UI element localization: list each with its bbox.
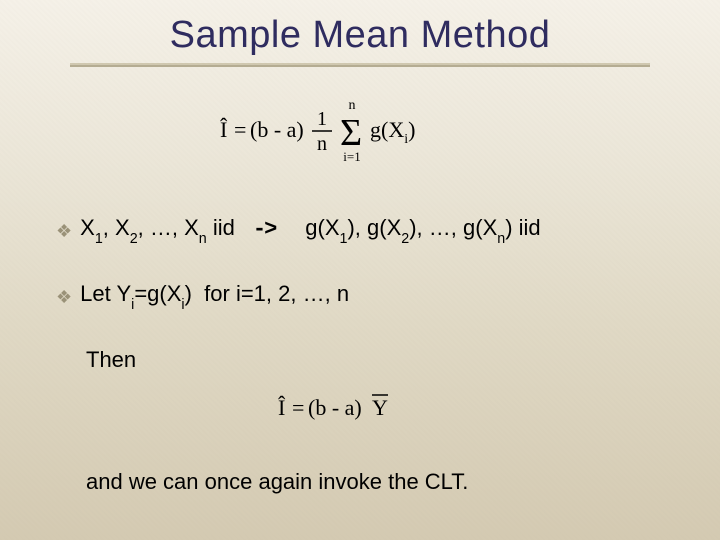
arrow-implies: -> — [253, 217, 275, 242]
diamond-bullet-icon: ❖ — [56, 287, 72, 308]
conclusion-text: and we can once again invoke the CLT. — [86, 469, 468, 495]
equation-estimator: Î = (b - a) 1 n n Σ i=1 — [220, 95, 500, 165]
eq2-ybar: Y — [372, 395, 388, 420]
bullet1-text: X1, X2, …, Xn iid->g(X1), g(X2), …, g(Xn… — [80, 215, 541, 244]
eq1-frac-den: n — [317, 133, 327, 155]
eq1-lhs: Î — [220, 117, 228, 142]
title-underline — [70, 63, 650, 67]
eq2-lhs: Î — [278, 395, 286, 420]
sigma-symbol: Σ — [340, 112, 362, 154]
eq1-frac-num: 1 — [317, 108, 327, 130]
eq1-sum-upper: n — [349, 98, 356, 113]
eq1-factor: (b - a) — [250, 117, 304, 142]
slide-title: Sample Mean Method — [0, 0, 720, 57]
eq1-sum-lower: i=1 — [343, 149, 360, 164]
equation-ybar: Î = (b - a) Y — [278, 387, 458, 432]
eq2-eq: = — [292, 395, 304, 420]
bullet-iid-sequence: ❖ X1, X2, …, Xn iid->g(X1), g(X2), …, g(… — [56, 215, 541, 244]
eq1-summand: g(Xi) — [370, 117, 415, 147]
bullet-let-y: ❖ Let Yi=g(Xi) for i=1, 2, …, n — [56, 281, 349, 310]
bullet2-text: Let Yi=g(Xi) for i=1, 2, …, n — [80, 281, 349, 310]
eq1-eq: = — [234, 117, 246, 142]
eq2-factor: (b - a) — [308, 395, 362, 420]
diamond-bullet-icon: ❖ — [56, 221, 72, 242]
then-label: Then — [86, 347, 136, 373]
